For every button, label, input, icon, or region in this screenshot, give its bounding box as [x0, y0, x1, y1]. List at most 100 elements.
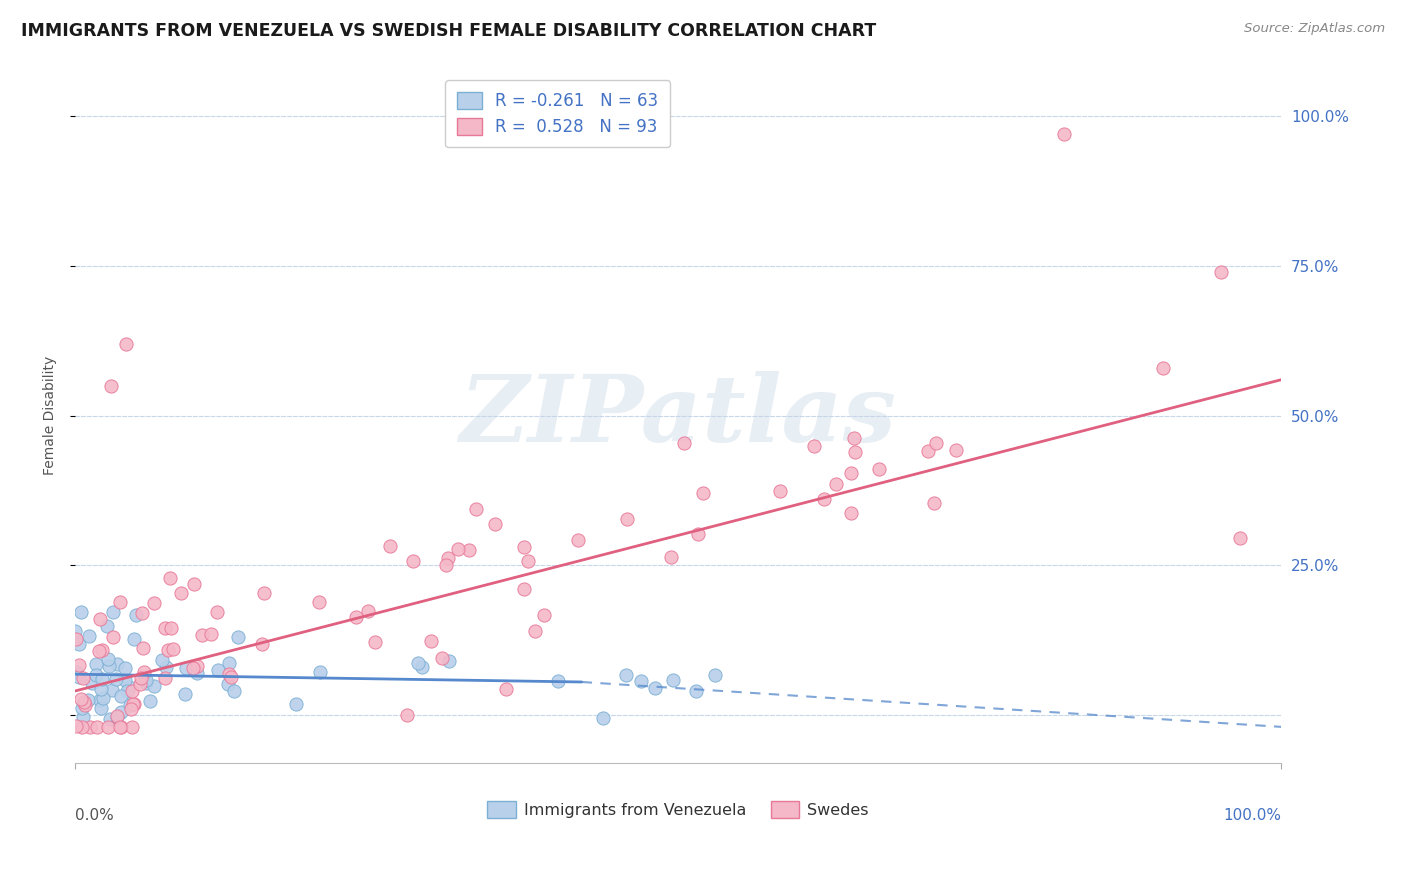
Point	[533, 608, 555, 623]
Point	[174, 687, 197, 701]
Point	[70, 720, 93, 734]
Point	[120, 702, 142, 716]
Point	[692, 485, 714, 500]
Point	[155, 660, 177, 674]
Point	[96, 720, 118, 734]
Point	[1152, 361, 1174, 376]
Point	[84, 657, 107, 672]
Point	[104, 672, 127, 686]
Point	[465, 502, 488, 516]
Point	[1209, 265, 1232, 279]
Point	[73, 695, 96, 709]
Point	[93, 691, 115, 706]
Point	[77, 629, 100, 643]
Point	[73, 697, 96, 711]
Point	[79, 720, 101, 734]
Text: ZIPatlas: ZIPatlas	[460, 371, 897, 460]
Point	[96, 618, 118, 632]
Point	[131, 607, 153, 621]
Point	[616, 512, 638, 526]
Point	[218, 667, 240, 681]
Point	[839, 506, 862, 520]
Point	[457, 542, 479, 557]
Point	[437, 655, 460, 669]
Text: IMMIGRANTS FROM VENEZUELA VS SWEDISH FEMALE DISABILITY CORRELATION CHART: IMMIGRANTS FROM VENEZUELA VS SWEDISH FEM…	[21, 22, 876, 40]
Point	[357, 604, 380, 618]
Point	[73, 698, 96, 712]
Point	[644, 681, 666, 695]
Point	[70, 701, 93, 715]
Point	[98, 712, 121, 726]
Point	[922, 496, 945, 510]
Point	[110, 705, 132, 719]
Point	[446, 542, 468, 557]
Point	[87, 644, 110, 658]
Point	[844, 431, 866, 445]
Point	[253, 586, 276, 600]
Point	[135, 673, 157, 688]
Point	[100, 683, 122, 698]
Point	[90, 701, 112, 715]
Point	[90, 643, 112, 657]
Legend: Immigrants from Venezuela, Swedes: Immigrants from Venezuela, Swedes	[481, 795, 875, 824]
Point	[813, 491, 835, 506]
Point	[181, 661, 204, 675]
Point	[122, 697, 145, 711]
Point	[90, 672, 112, 686]
Text: Source: ZipAtlas.com: Source: ZipAtlas.com	[1244, 22, 1385, 36]
Point	[704, 668, 727, 682]
Point	[129, 671, 152, 685]
Point	[142, 596, 165, 610]
Point	[108, 720, 131, 734]
Point	[125, 607, 148, 622]
Point	[128, 677, 150, 691]
Point	[844, 445, 866, 459]
Point	[143, 679, 166, 693]
Point	[186, 665, 208, 680]
Point	[516, 554, 538, 568]
Point	[218, 656, 240, 670]
Point	[396, 707, 419, 722]
Point	[159, 571, 181, 585]
Point	[153, 621, 176, 635]
Point	[80, 675, 103, 690]
Point	[207, 663, 229, 677]
Point	[378, 539, 401, 553]
Point	[513, 582, 536, 596]
Point	[917, 443, 939, 458]
Point	[115, 336, 138, 351]
Point	[65, 624, 87, 638]
Point	[110, 689, 132, 703]
Point	[186, 658, 208, 673]
Point	[105, 708, 128, 723]
Point	[97, 652, 120, 666]
Point	[155, 671, 177, 685]
Point	[308, 594, 330, 608]
Point	[67, 670, 90, 684]
Point	[65, 719, 87, 733]
Point	[121, 720, 143, 734]
Point	[103, 605, 125, 619]
Point	[308, 665, 330, 680]
Point	[513, 540, 536, 554]
Point	[662, 673, 685, 688]
Point	[84, 667, 107, 681]
Point	[162, 641, 184, 656]
Point	[672, 436, 695, 450]
Text: 100.0%: 100.0%	[1223, 808, 1281, 823]
Point	[925, 435, 948, 450]
Point	[226, 630, 249, 644]
Point	[160, 621, 183, 635]
Point	[430, 650, 453, 665]
Point	[72, 710, 94, 724]
Point	[98, 659, 121, 673]
Point	[114, 661, 136, 675]
Point	[217, 677, 239, 691]
Point	[200, 627, 222, 641]
Point	[592, 711, 614, 725]
Point	[89, 612, 111, 626]
Point	[69, 605, 91, 619]
Point	[567, 533, 589, 548]
Y-axis label: Female Disability: Female Disability	[44, 356, 58, 475]
Point	[401, 554, 423, 568]
